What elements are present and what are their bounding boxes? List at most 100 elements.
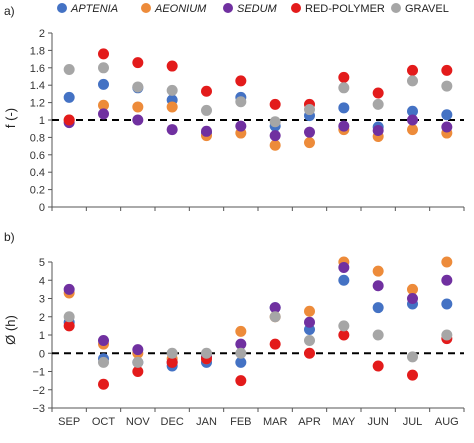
panel-b-point-gravel [235,347,247,359]
panel-b-point-red-polymer [166,356,178,368]
panel-a-point-red-polymer [269,98,281,110]
legend-marker-aptenia [57,3,67,13]
panel-a-point-aeonium [98,99,109,111]
panel-b-xtick-label: OCT [92,416,116,428]
panel-a-point-sedum [407,114,418,126]
panel-b-point-aeonium [235,325,247,337]
panel-a-label: a) [4,4,15,18]
panel-b-point-red-polymer [407,369,418,381]
panel-b-ytick-label: −1 [32,367,45,379]
panel-a-ytick-label: 1.6 [30,63,45,75]
panel-b-xtick-label: DEC [161,416,184,428]
panel-b-point-gravel [338,320,350,332]
panel-b-point-red-polymer [269,338,281,350]
panel-b-point-red-polymer [132,366,144,377]
panel-a-point-sedum [132,114,144,126]
legend-marker-red-polymer [291,3,301,13]
panel-a-point-sedum [166,124,178,136]
panel-b-point-aeonium [304,305,315,317]
panel-a-ytick-label: 1.2 [30,98,45,110]
panel-a-plot: 0 0.2 0.4 0.6 0.8 1 1.2 1.4 1.6 1.8 2 [30,28,465,214]
panel-b-point-aeonium [441,256,453,268]
panel-a-point-gravel [63,64,75,76]
panel-b-ytick-label: 2 [39,312,45,324]
panel-a-point-sedum [98,108,109,120]
panel-a-point-aptenia [63,91,75,103]
panel-a-point-aptenia [441,109,453,121]
panel-b-point-aptenia [372,302,384,314]
panel-a-ytick-label: 0.6 [30,150,45,162]
panel-a-point-aeonium [132,101,144,113]
panel-a-point-sedum [304,126,315,138]
legend-label-aeonium: AEONIUM [154,3,207,15]
panel-a-point-gravel [304,104,315,116]
panel-a-point-aeonium [269,139,281,151]
panel-b-point-sedum [98,334,109,346]
panel-b-xtick-label: JUL [403,416,423,428]
panel-a-point-aeonium [166,101,178,113]
panel-a-ytick-label: 2 [39,28,45,40]
panel-b-point-sedum [441,274,453,286]
panel-b-plot: −3 −2 −1 0 1 2 3 4 5 SEP OCT NOV DEC JAN FEB MAR APR MAY J… [32,256,465,428]
panel-a-point-gravel [407,75,418,87]
panel-b-xtick-label: APR [298,416,321,428]
panel-a-point-gravel [372,98,384,110]
panel-a-ylabel: f (-) [3,108,18,128]
panel-b-ytick-label: 4 [39,275,45,287]
panel-a-ytick-label: 0.2 [30,185,45,197]
panel-b-point-gravel [201,347,212,359]
panel-b-ytick-label: 5 [39,257,45,269]
panel-a-point-gravel [166,84,178,96]
panel-a-ytick-label: 0.8 [30,132,45,144]
panel-a-ytick-label: 1 [39,115,45,127]
panel-a-point-gravel [132,81,144,93]
panel-b-point-gravel [441,329,453,341]
panel-b-point-sedum [63,283,75,295]
panel-a-point-red-polymer [372,87,384,99]
panel-a-point-aeonium [407,124,418,136]
panel-a-point-red-polymer [166,60,178,72]
panel-a-point-sedum [372,124,384,136]
panel-b-point-aptenia [235,356,247,368]
legend: APTENIA AEONIUM SEDUM RED-POLYMER GRAVEL [57,3,449,15]
panel-b-point-red-polymer [338,329,350,341]
panel-b-ytick-label: −2 [32,385,45,397]
panel-a-point-gravel [441,80,453,92]
panel-a-ytick-label: 0 [39,202,45,214]
panel-a-point-aeonium [304,137,315,149]
panel-b-point-sedum [407,293,418,304]
panel-a-point-red-polymer [63,114,75,126]
panel-b-point-gravel [269,311,281,323]
legend-marker-gravel [391,3,401,13]
panel-b-xtick-label: MAY [332,416,356,428]
panel-b-point-sedum [338,261,350,273]
panel-a-point-sedum [235,120,247,132]
panel-b-point-gravel [98,356,109,368]
panel-b-ytick-label: 0 [39,348,45,360]
panel-a-point-red-polymer [235,75,247,87]
panel-a-point-red-polymer [338,71,350,83]
panel-b-point-sedum [132,344,144,356]
panel-b-point-sedum [304,316,315,328]
panel-b-ytick-label: 1 [39,330,45,342]
panel-a-point-gravel [269,116,281,128]
legend-label-sedum: SEDUM [237,3,278,15]
panel-a-point-gravel [235,96,247,108]
legend-label-aptenia: APTENIA [70,3,118,15]
panel-b-point-sedum [269,302,281,314]
panel-b-xtick-label: AUG [435,416,459,428]
panel-b-point-red-polymer [372,360,384,372]
panel-a-point-sedum [201,125,212,137]
panel-b-point-red-polymer [98,378,109,390]
panel-b-xtick-label: MAR [263,416,288,428]
panel-a-point-aptenia [407,105,418,117]
panel-b-point-sedum [372,280,384,292]
panel-b-point-red-polymer [63,320,75,332]
panel-b-point-aptenia [441,298,453,310]
panel-a-point-gravel [98,62,109,74]
panel-b-point-gravel [166,347,178,359]
panel-a-point-sedum [338,120,350,132]
legend-label-red-polymer: RED-POLYMER [305,3,385,15]
panel-b-point-aptenia [338,274,350,286]
panel-b-point-sedum [235,338,247,350]
